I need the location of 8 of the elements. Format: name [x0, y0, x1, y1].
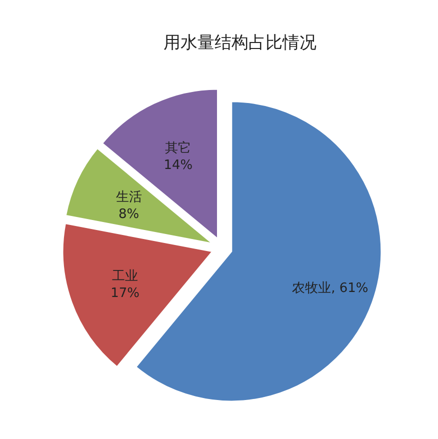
slice-label: 生活: [116, 190, 142, 206]
slice-label: 农牧业, 61%: [292, 280, 368, 296]
slice-label: 其它: [165, 140, 192, 156]
slice-label: 工业: [112, 268, 138, 284]
data-label: 8%: [118, 207, 140, 222]
chart-title: 用水量结构占比情况: [164, 33, 316, 53]
data-label: 14%: [164, 158, 193, 173]
data-label: 17%: [110, 286, 140, 301]
